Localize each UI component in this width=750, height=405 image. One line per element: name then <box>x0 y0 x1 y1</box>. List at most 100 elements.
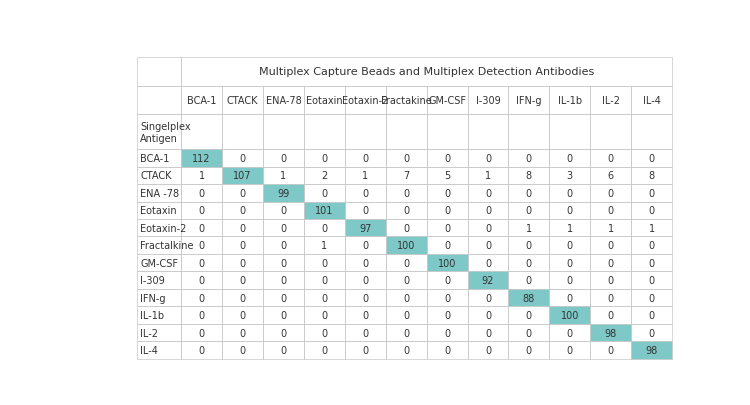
Text: IL-2: IL-2 <box>602 96 619 106</box>
Text: 0: 0 <box>239 275 245 286</box>
Bar <box>182 272 222 289</box>
Bar <box>345 289 386 307</box>
Text: 1: 1 <box>649 223 655 233</box>
Text: 0: 0 <box>526 153 532 164</box>
Bar <box>182 307 222 324</box>
Bar <box>304 220 345 237</box>
Bar <box>222 254 263 272</box>
Text: IL-4: IL-4 <box>140 345 158 355</box>
Text: 0: 0 <box>321 275 328 286</box>
Text: 0: 0 <box>404 153 410 164</box>
Bar <box>137 115 182 150</box>
Text: 0: 0 <box>321 293 328 303</box>
Text: 0: 0 <box>649 188 655 198</box>
Text: 0: 0 <box>404 275 410 286</box>
Bar <box>467 307 509 324</box>
Text: 0: 0 <box>280 153 286 164</box>
Bar <box>549 185 590 202</box>
Bar <box>632 167 672 185</box>
Bar <box>137 87 182 115</box>
Bar <box>222 307 263 324</box>
Text: IL-2: IL-2 <box>140 328 158 338</box>
Text: 0: 0 <box>362 345 368 355</box>
Text: 0: 0 <box>444 188 450 198</box>
Text: 0: 0 <box>526 241 532 251</box>
Text: 0: 0 <box>321 223 328 233</box>
Bar <box>427 220 467 237</box>
Bar <box>182 220 222 237</box>
Bar <box>590 115 632 150</box>
Bar <box>467 167 509 185</box>
Text: 0: 0 <box>239 328 245 338</box>
Bar <box>304 324 345 341</box>
Text: 0: 0 <box>649 293 655 303</box>
Text: 0: 0 <box>444 345 450 355</box>
Bar <box>590 254 632 272</box>
Text: 0: 0 <box>526 188 532 198</box>
Bar <box>222 150 263 167</box>
Bar <box>182 115 222 150</box>
Bar <box>137 254 182 272</box>
Text: 7: 7 <box>403 171 410 181</box>
Bar <box>509 220 549 237</box>
Bar <box>304 185 345 202</box>
Text: 0: 0 <box>280 223 286 233</box>
Text: 0: 0 <box>608 188 613 198</box>
Bar <box>427 150 467 167</box>
Text: 0: 0 <box>404 188 410 198</box>
Bar <box>590 307 632 324</box>
Bar <box>590 341 632 359</box>
Bar <box>427 237 467 254</box>
Text: 0: 0 <box>199 328 205 338</box>
Text: 0: 0 <box>321 258 328 268</box>
Text: 0: 0 <box>321 345 328 355</box>
Text: BCA-1: BCA-1 <box>140 153 170 164</box>
Bar <box>182 185 222 202</box>
Text: 0: 0 <box>199 275 205 286</box>
Bar <box>632 87 672 115</box>
Text: 0: 0 <box>649 206 655 216</box>
Text: 0: 0 <box>239 188 245 198</box>
Text: 0: 0 <box>199 258 205 268</box>
Bar <box>509 289 549 307</box>
Bar <box>182 289 222 307</box>
Text: 112: 112 <box>193 153 211 164</box>
Text: 1: 1 <box>362 171 368 181</box>
Bar <box>386 150 427 167</box>
Bar <box>137 289 182 307</box>
Bar <box>590 220 632 237</box>
Text: 8: 8 <box>649 171 655 181</box>
Bar <box>590 272 632 289</box>
Bar <box>632 115 672 150</box>
Bar <box>304 289 345 307</box>
Text: GM-CSF: GM-CSF <box>428 96 466 106</box>
Bar <box>427 341 467 359</box>
Bar <box>427 289 467 307</box>
Text: GM-CSF: GM-CSF <box>140 258 178 268</box>
Text: 0: 0 <box>444 223 450 233</box>
Text: 1: 1 <box>321 241 328 251</box>
Bar <box>386 272 427 289</box>
Text: 0: 0 <box>239 206 245 216</box>
Text: 1: 1 <box>199 171 205 181</box>
Bar <box>137 150 182 167</box>
Text: 1: 1 <box>280 171 286 181</box>
Text: 0: 0 <box>404 258 410 268</box>
Text: ENA -78: ENA -78 <box>140 188 179 198</box>
Text: 0: 0 <box>567 275 573 286</box>
Bar <box>632 272 672 289</box>
Bar <box>632 202 672 220</box>
Text: 0: 0 <box>649 275 655 286</box>
Text: 0: 0 <box>485 258 491 268</box>
Bar <box>304 237 345 254</box>
Bar <box>182 254 222 272</box>
Bar <box>137 167 182 185</box>
Text: 0: 0 <box>649 310 655 320</box>
Bar <box>345 220 386 237</box>
Bar <box>182 58 672 87</box>
Text: 0: 0 <box>239 345 245 355</box>
Text: 0: 0 <box>608 310 613 320</box>
Bar <box>263 272 304 289</box>
Bar <box>632 185 672 202</box>
Text: 0: 0 <box>404 310 410 320</box>
